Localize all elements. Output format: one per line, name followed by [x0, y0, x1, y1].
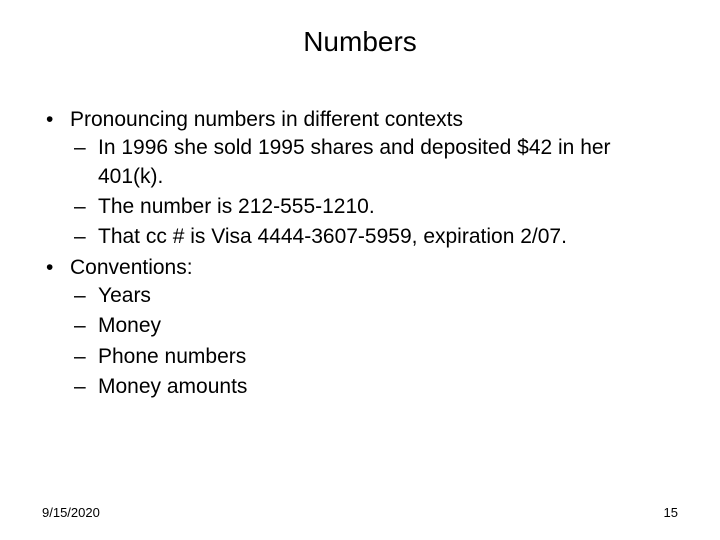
sub-bullet-item: Money	[70, 312, 680, 340]
slide-footer: 9/15/2020 15	[42, 505, 678, 520]
slide-title: Numbers	[0, 0, 720, 68]
sub-bullet-list: Years Money Phone numbers Money amounts	[70, 282, 680, 401]
sub-bullet-item: Phone numbers	[70, 343, 680, 371]
sub-bullet-item: That cc # is Visa 4444-3607-5959, expira…	[70, 223, 680, 251]
sub-bullet-text: Money	[98, 314, 161, 337]
bullet-item: Conventions: Years Money Phone numbers M…	[42, 254, 680, 402]
sub-bullet-item: Money amounts	[70, 373, 680, 401]
sub-bullet-text: That cc # is Visa 4444-3607-5959, expira…	[98, 225, 567, 248]
bullet-text: Pronouncing numbers in different context…	[70, 108, 463, 131]
sub-bullet-item: Years	[70, 282, 680, 310]
sub-bullet-text: Money amounts	[98, 375, 247, 398]
sub-bullet-text: The number is 212-555-1210.	[98, 195, 375, 218]
bullet-text: Conventions:	[70, 256, 193, 279]
slide: Numbers Pronouncing numbers in different…	[0, 0, 720, 540]
sub-bullet-item: In 1996 she sold 1995 shares and deposit…	[70, 134, 680, 191]
footer-page-number: 15	[664, 505, 678, 520]
sub-bullet-list: In 1996 she sold 1995 shares and deposit…	[70, 134, 680, 251]
footer-date: 9/15/2020	[42, 505, 100, 520]
sub-bullet-text: Years	[98, 284, 151, 307]
sub-bullet-item: The number is 212-555-1210.	[70, 193, 680, 221]
bullet-item: Pronouncing numbers in different context…	[42, 106, 680, 252]
sub-bullet-text: Phone numbers	[98, 345, 246, 368]
bullet-list: Pronouncing numbers in different context…	[42, 106, 680, 401]
slide-content: Pronouncing numbers in different context…	[0, 68, 720, 401]
sub-bullet-text: In 1996 she sold 1995 shares and deposit…	[98, 136, 611, 187]
